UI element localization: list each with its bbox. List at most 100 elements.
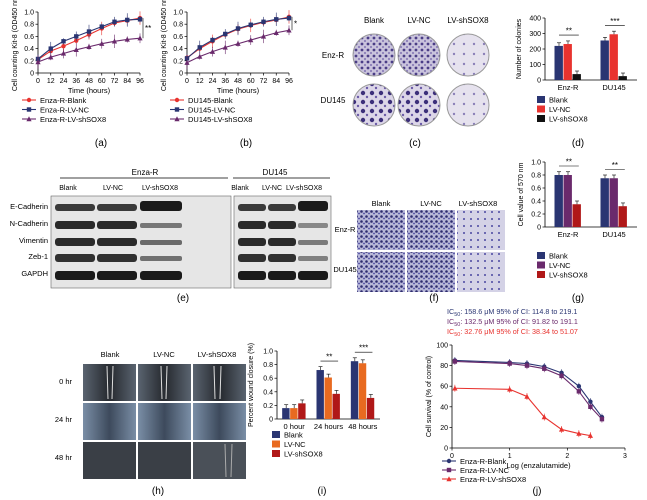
x-category-label: Enz-R xyxy=(558,83,579,92)
data-point xyxy=(542,366,547,371)
y-tick-label: 100 xyxy=(529,62,541,69)
y-tick-label: 20 xyxy=(440,425,448,432)
panel-label: (b) xyxy=(240,138,252,149)
blot-row-label: Vimentin xyxy=(19,236,48,245)
series-line xyxy=(454,359,603,418)
wound-image xyxy=(138,442,191,479)
data-point xyxy=(209,48,216,54)
data-point xyxy=(223,31,228,37)
y-tick-label: 1.0 xyxy=(263,349,273,356)
data-point xyxy=(222,44,228,50)
data-point xyxy=(576,384,582,389)
data-point xyxy=(524,393,530,399)
bar xyxy=(600,40,609,80)
legend-label: LV-NC xyxy=(549,105,571,114)
x-tick-label: 12 xyxy=(196,78,204,85)
data-point xyxy=(137,17,143,22)
legend-label: Blank xyxy=(549,96,568,105)
wound-image xyxy=(83,442,136,479)
y-axis-label: Percent wound closure (%) xyxy=(248,343,255,427)
panel-c-row-label: DU145 xyxy=(321,96,346,105)
colony-dish xyxy=(352,83,396,127)
panel-f-col-label: LV-NC xyxy=(420,199,442,208)
y-tick-label: 0.4 xyxy=(173,46,183,53)
transwell-image xyxy=(457,210,505,250)
data-point xyxy=(248,37,254,43)
data-point xyxy=(48,46,53,51)
blot-row-label: Zeb-1 xyxy=(28,252,48,261)
y-tick-label: 0.6 xyxy=(24,34,34,41)
x-tick-label: 36 xyxy=(221,78,229,85)
bar xyxy=(366,397,375,419)
y-tick-label: 0.8 xyxy=(24,22,34,29)
data-point xyxy=(588,404,593,409)
panel-b-chart: 0 0.2 0.4 0.6 0.8 1.0 0 12 24 36 48 60 72 84 96 Time (h… xyxy=(161,0,297,124)
data-point xyxy=(286,15,292,21)
data-point xyxy=(446,467,452,473)
data-point xyxy=(576,430,582,436)
panel-label: (g) xyxy=(572,293,584,304)
colony-dish xyxy=(397,83,441,127)
x-axis-label: Log (enzalutamide) xyxy=(506,461,571,470)
blot-row-label: GAPDH xyxy=(21,269,48,278)
blot-group-label: Enza-R xyxy=(132,168,159,177)
panel-f-row-label: DU145 xyxy=(333,265,356,274)
data-point xyxy=(599,416,605,422)
series-line xyxy=(454,360,603,420)
data-point xyxy=(174,107,180,112)
data-point xyxy=(446,458,452,464)
significance-label: ** xyxy=(566,158,572,167)
legend-label: Enza-R-LV-shSOX8 xyxy=(460,475,526,484)
colony-dish xyxy=(397,33,441,77)
series-line xyxy=(454,387,591,437)
blot-col-label: LV-NC xyxy=(103,185,123,192)
x-tick-label: 60 xyxy=(247,78,255,85)
significance-label: ** xyxy=(566,27,572,36)
bar xyxy=(600,178,609,227)
data-point xyxy=(74,34,79,39)
x-tick-label: 72 xyxy=(260,78,268,85)
panel-h-row-label: 48 hr xyxy=(55,453,73,462)
x-tick-label: 96 xyxy=(285,78,293,85)
y-tick-label: 0 xyxy=(269,417,273,424)
wound-image xyxy=(83,364,136,401)
x-category-label: 48 hours xyxy=(348,422,377,431)
legend-label: Enza-R-Blank xyxy=(460,457,507,466)
data-point xyxy=(61,39,66,44)
legend-label: Blank xyxy=(549,252,568,261)
transwell-image xyxy=(357,210,405,250)
bar xyxy=(282,408,290,419)
y-tick-label: 0.8 xyxy=(173,22,183,29)
y-tick-label: 0 xyxy=(444,446,448,453)
y-tick-label: 0.4 xyxy=(531,199,541,206)
y-axis-label: Cell counting Kit-8 (OD450 nm) xyxy=(161,0,168,91)
data-point xyxy=(558,426,565,432)
blot-col-label: Blank xyxy=(231,185,249,192)
data-point xyxy=(112,19,117,24)
bar xyxy=(554,175,563,227)
y-tick-label: 0.2 xyxy=(173,58,183,65)
data-point xyxy=(210,37,215,43)
significance-label: *** xyxy=(359,344,368,353)
y-tick-label: 0.6 xyxy=(263,376,273,383)
x-tick-label: 48 xyxy=(234,78,242,85)
data-point xyxy=(286,27,292,33)
wound-image xyxy=(193,403,246,440)
x-category-label: Enz-R xyxy=(558,230,579,239)
y-tick-label: 40 xyxy=(440,404,448,411)
legend-swatch xyxy=(537,271,545,278)
wound-image xyxy=(138,364,191,401)
data-point xyxy=(507,386,513,392)
x-tick-label: 2 xyxy=(565,453,569,460)
data-point xyxy=(446,476,452,482)
data-point xyxy=(260,33,267,39)
x-tick-label: 24 xyxy=(209,78,217,85)
y-axis-label: Cell survival (% of control) xyxy=(426,356,433,437)
y-tick-label: 0 xyxy=(537,78,541,85)
bar xyxy=(316,370,324,419)
blot-group-label: DU145 xyxy=(263,168,288,177)
panel-g-chart: 0 0.2 0.4 0.6 0.8 1.0 Cell value of 570 nm Enz-… xyxy=(518,158,637,280)
transwell-image xyxy=(407,252,455,292)
panel-label: (h) xyxy=(152,486,164,497)
significance-label: * xyxy=(294,20,297,29)
